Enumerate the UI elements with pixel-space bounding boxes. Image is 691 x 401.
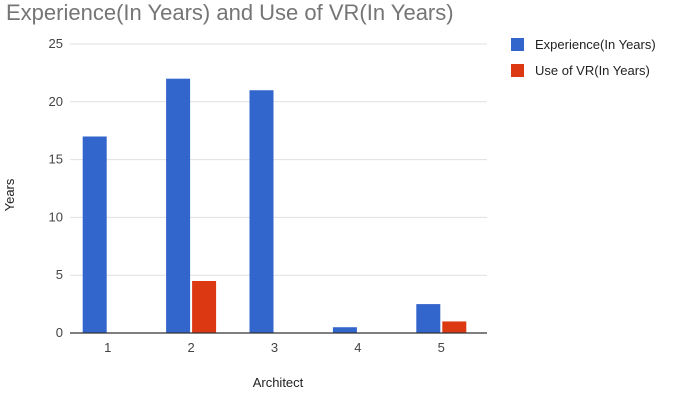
y-axis-ticks: 0 5 10 15 20 25 bbox=[49, 36, 63, 340]
bar-experience bbox=[416, 304, 441, 333]
y-tick-label: 15 bbox=[49, 152, 63, 167]
y-tick-label: 10 bbox=[49, 209, 63, 224]
bars bbox=[82, 78, 467, 334]
y-tick-label: 25 bbox=[49, 36, 63, 51]
bar-experience bbox=[332, 327, 357, 333]
bar-vr-use bbox=[192, 280, 217, 333]
legend-label: Use of VR(In Years) bbox=[535, 63, 650, 78]
y-tick-label: 0 bbox=[56, 325, 63, 340]
bar-vr-use bbox=[442, 321, 467, 333]
x-tick-label: 2 bbox=[187, 340, 194, 355]
y-tick-label: 5 bbox=[56, 267, 63, 282]
bar-experience bbox=[82, 136, 107, 333]
x-axis-ticks: 1 2 3 4 5 bbox=[104, 340, 445, 355]
x-axis-title: Architect bbox=[253, 375, 304, 390]
bar-experience bbox=[249, 90, 274, 334]
x-tick-label: 3 bbox=[271, 340, 278, 355]
legend-swatch bbox=[511, 64, 524, 77]
chart-title: Experience(In Years) and Use of VR(In Ye… bbox=[6, 0, 454, 25]
y-axis-title: Years bbox=[2, 178, 17, 211]
grid bbox=[70, 43, 487, 276]
x-tick-label: 5 bbox=[438, 340, 445, 355]
bar-experience bbox=[166, 78, 191, 334]
y-tick-label: 20 bbox=[49, 94, 63, 109]
legend-label: Experience(In Years) bbox=[535, 37, 656, 52]
legend: Experience(In Years) Use of VR(In Years) bbox=[511, 37, 656, 78]
x-tick-label: 1 bbox=[104, 340, 111, 355]
x-tick-label: 4 bbox=[354, 340, 361, 355]
legend-swatch bbox=[511, 38, 524, 51]
